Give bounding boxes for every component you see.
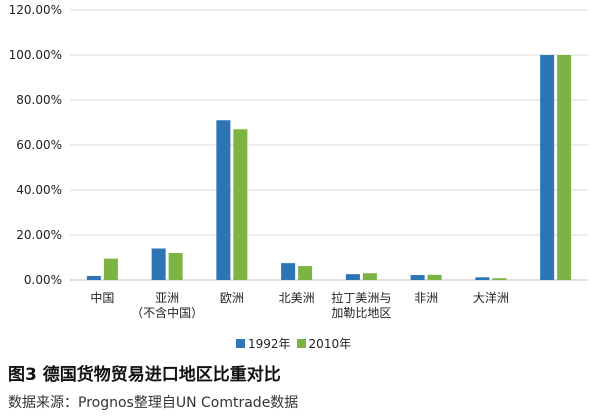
bar-2010年 — [168, 253, 183, 280]
bar-1992年 — [151, 248, 166, 280]
x-tick-label: 加勒比地区 — [331, 306, 391, 320]
x-tick-label: 中国 — [90, 290, 114, 305]
x-tick-label: 拉丁美洲与 — [331, 290, 391, 305]
legend-swatch-2010 — [296, 339, 306, 348]
bar-1992年 — [410, 275, 425, 280]
x-tick-label: （不含中国） — [131, 305, 203, 320]
x-tick-label: 亚洲 — [155, 291, 179, 305]
bar-1992年 — [216, 120, 231, 280]
legend-item-2010: 2010年 — [296, 335, 352, 352]
y-tick-label: 60.00% — [16, 138, 62, 152]
bar-chart: 0.00% 20.00% 40.00% 60.00% 80.00% 100.00% 120.… — [9, 3, 588, 320]
bar-2010年 — [362, 273, 377, 280]
y-tick-label: 80.00% — [16, 93, 62, 107]
gridlines — [70, 9, 588, 281]
bar-2010年 — [103, 258, 118, 280]
bar-2010年 — [298, 266, 313, 280]
x-tick-label: 大洋洲 — [473, 290, 509, 305]
source-note: 数据来源：Prognos整理自UN Comtrade数据 — [8, 395, 299, 411]
bar-1992年 — [281, 263, 296, 280]
legend-label-1992: 1992年 — [248, 337, 291, 351]
y-tick-label: 40.00% — [16, 183, 62, 197]
legend-label-2010: 2010年 — [308, 337, 352, 351]
legend: 1992年 2010年 — [236, 335, 357, 352]
bar-2010年 — [233, 129, 248, 280]
y-tick-label: 20.00% — [16, 228, 62, 242]
bar-1992年 — [475, 277, 490, 280]
figure-caption: 图3 德国货物贸易进口地区比重对比 — [8, 365, 281, 385]
bar-1992年 — [86, 275, 101, 280]
bar-2010年 — [427, 274, 442, 280]
x-tick-label: 北美洲 — [279, 291, 315, 305]
y-tick-label: 100.00% — [9, 48, 62, 62]
bar-2010年 — [557, 55, 572, 280]
bar-1992年 — [345, 274, 360, 280]
y-tick-label: 0.00% — [24, 273, 62, 287]
y-axis: 0.00% 20.00% 40.00% 60.00% 80.00% 100.00% 120.… — [9, 3, 62, 287]
y-tick-label: 120.00% — [9, 3, 62, 17]
bar-2010年 — [492, 278, 507, 280]
x-tick-label: 欧洲 — [220, 291, 244, 305]
legend-swatch-1992 — [236, 339, 245, 348]
legend-item-1992: 1992年 — [236, 335, 291, 352]
bars — [86, 55, 572, 280]
x-tick-label: 非洲 — [414, 291, 438, 305]
bar-1992年 — [540, 55, 555, 280]
